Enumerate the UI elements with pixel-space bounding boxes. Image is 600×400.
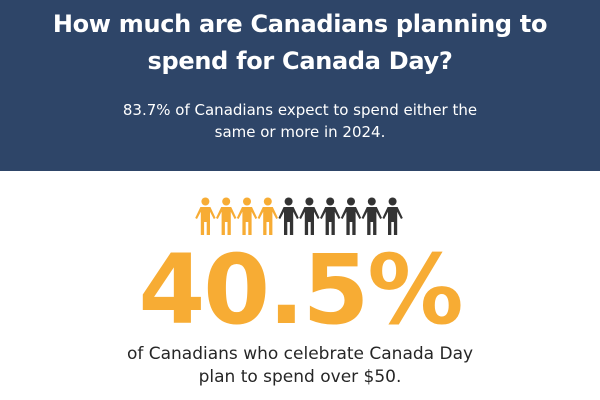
person-icon: [278, 197, 299, 235]
person-icon: [216, 197, 237, 235]
people-pictogram: [195, 197, 405, 237]
person-icon: [382, 197, 403, 235]
person-icon: [361, 197, 382, 235]
subtitle-line-2: same or more in 2024.: [214, 123, 386, 141]
person-icon: [340, 197, 362, 235]
header-banner: How much are Canadians planning to spend…: [0, 0, 600, 171]
person-icon: [195, 197, 216, 235]
subtitle: 83.7% of Canadians expect to spend eithe…: [80, 99, 520, 143]
person-icon: [257, 197, 278, 235]
caption-line-1: of Canadians who celebrate Canada Day: [126, 344, 474, 364]
person-icon: [320, 197, 341, 235]
people-pictogram-svg: [195, 197, 403, 235]
title-line-1: How much are Canadians planning to: [52, 10, 548, 38]
person-icon: [236, 197, 258, 235]
subtitle-line-1: 83.7% of Canadians expect to spend eithe…: [122, 101, 478, 119]
caption: of Canadians who celebrate Canada Day pl…: [60, 343, 540, 389]
caption-line-2: plan to spend over $50.: [198, 367, 402, 387]
page-title: How much are Canadians planning to spend…: [0, 6, 600, 80]
person-icon: [299, 197, 320, 235]
title-line-2: spend for Canada Day?: [147, 47, 453, 75]
big-stat-value: 40.5%: [138, 234, 463, 346]
